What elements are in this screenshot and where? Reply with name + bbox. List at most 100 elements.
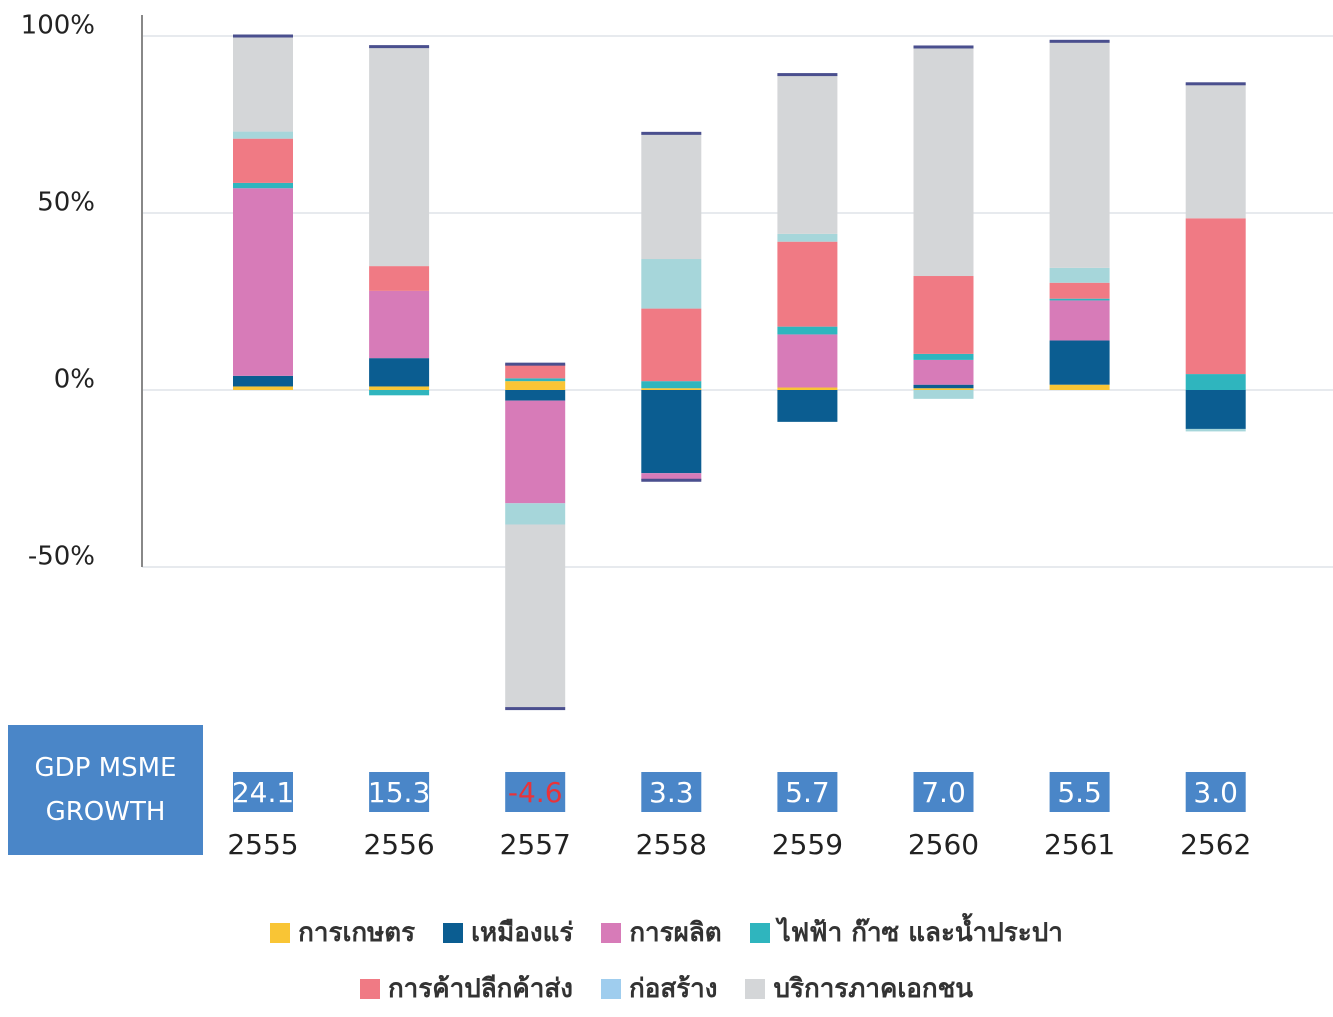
x-tick-label: 2556 <box>363 828 434 861</box>
legend-item: บริการภาคเอกชน <box>745 974 973 1004</box>
growth-value: 3.3 <box>649 776 694 809</box>
bar-segment <box>913 359 974 385</box>
growth-value: 3.0 <box>1193 776 1238 809</box>
legend-item: การค้าปลีกค้าส่ง <box>359 974 573 1004</box>
x-tick-label: 2559 <box>772 828 843 861</box>
bar-cap <box>777 73 838 77</box>
bar-segment <box>233 36 293 132</box>
bar-segment <box>505 503 566 525</box>
legend-swatch <box>745 979 766 999</box>
bar-segment <box>777 241 838 327</box>
legend-swatch <box>749 923 770 943</box>
legend-label: บริการภาคเอกชน <box>773 974 974 1004</box>
bar-segment <box>777 233 838 242</box>
bar-segment <box>369 46 430 267</box>
bar-segment <box>369 386 430 390</box>
bar-segment <box>1049 267 1110 283</box>
bar-cap <box>913 45 974 49</box>
bar-segment <box>641 388 702 390</box>
bar-segment <box>777 387 838 390</box>
bar-cap <box>233 34 293 38</box>
growth-box <box>369 772 430 812</box>
bar-segment <box>641 381 702 389</box>
bar-cap <box>641 478 702 482</box>
bar-cap <box>1185 82 1246 86</box>
bar-segment <box>1185 83 1246 219</box>
growth-box <box>1185 772 1246 812</box>
bar-segment <box>1049 298 1110 301</box>
bar-cap <box>641 131 702 135</box>
growth-value: 15.3 <box>368 776 430 809</box>
bar-segment <box>369 290 430 359</box>
legend-label: การเกษตร <box>298 918 416 948</box>
y-tick-label: 0% <box>54 365 95 395</box>
growth-value: 5.5 <box>1057 776 1102 809</box>
y-tick-label: 50% <box>37 188 95 218</box>
legend-label: ก่อสร้าง <box>628 974 718 1004</box>
bar-segment <box>505 364 566 379</box>
bar-segment <box>641 390 702 474</box>
bar-cap <box>505 707 566 711</box>
bar-segment <box>1049 384 1110 390</box>
growth-value: -4.6 <box>508 776 563 809</box>
bar-segment <box>777 334 838 388</box>
growth-box <box>641 772 702 812</box>
legend: การเกษตร เหมืองแร่ การผลิต ไฟฟ้า ก๊าซ และน้… <box>0 905 1333 1017</box>
legend-item: เหมืองแร่ <box>443 918 573 948</box>
x-tick-label: 2561 <box>1044 828 1115 861</box>
bar-segment <box>233 182 293 189</box>
bar-segment <box>1185 428 1246 432</box>
legend-label: เหมืองแร่ <box>471 918 574 948</box>
x-tick-label: 2557 <box>500 828 571 861</box>
bar-cap <box>505 362 566 366</box>
bar-segment <box>233 386 293 390</box>
bar-segment <box>505 390 566 401</box>
bar-segment <box>369 358 430 387</box>
bar-segment <box>777 326 838 335</box>
bar-segment <box>641 259 702 309</box>
bar-segment <box>777 74 838 234</box>
bar-segment <box>505 400 566 504</box>
legend-label: การผลิต <box>629 918 722 948</box>
bar-segment <box>1185 374 1246 390</box>
x-tick-label: 2558 <box>636 828 707 861</box>
y-tick-label: -50% <box>28 542 95 572</box>
y-tick-label: 100% <box>21 11 95 41</box>
bar-segment <box>233 188 293 376</box>
x-tick-label: 2562 <box>1180 828 1251 861</box>
bar-segment <box>369 266 430 291</box>
bar-segment <box>233 138 293 183</box>
bar-cap <box>369 45 430 49</box>
legend-swatch <box>601 923 622 943</box>
bar-segment <box>913 276 974 354</box>
growth-box <box>233 772 293 812</box>
bar-segment <box>641 473 702 481</box>
growth-header: GDP MSME GROWTH <box>8 725 203 855</box>
bar-segment <box>913 353 974 360</box>
legend-swatch <box>359 979 380 999</box>
growth-box <box>913 772 974 812</box>
bar-segment <box>777 390 838 422</box>
growth-box <box>505 772 566 812</box>
legend-item: การผลิต <box>601 918 722 948</box>
x-tick-label: 2555 <box>227 828 298 861</box>
bar-segment <box>369 390 430 396</box>
growth-value: 7.0 <box>921 776 966 809</box>
legend-swatch <box>270 923 291 943</box>
bar-segment <box>1049 282 1110 299</box>
growth-value: 24.1 <box>232 776 294 809</box>
bar-segment <box>233 375 293 387</box>
bar-segment <box>505 524 566 709</box>
bar-segment <box>913 46 974 277</box>
bar-segment <box>233 131 293 139</box>
growth-value: 5.7 <box>785 776 830 809</box>
bar-segment <box>1049 300 1110 341</box>
bar-segment <box>1049 340 1110 385</box>
bar-segment <box>505 381 566 390</box>
bar-segment <box>913 390 974 399</box>
legend-item: การเกษตร <box>270 918 415 948</box>
legend-swatch <box>443 923 464 943</box>
legend-label: การค้าปลีกค้าส่ง <box>387 974 573 1004</box>
legend-swatch <box>600 979 621 999</box>
